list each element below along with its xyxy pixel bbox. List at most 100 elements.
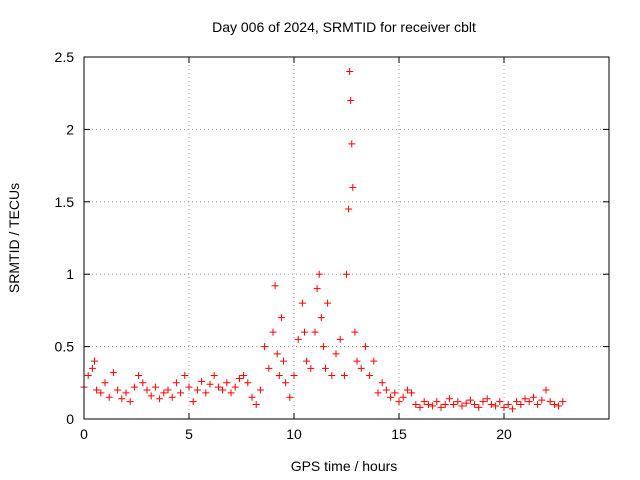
y-tick-label: 2: [66, 121, 74, 137]
data-point: [445, 395, 453, 403]
data-point: [286, 393, 294, 401]
data-point: [550, 401, 558, 409]
data-point: [399, 393, 407, 401]
data-point: [315, 270, 323, 278]
data-point: [382, 386, 390, 394]
data-point: [181, 372, 189, 380]
data-point: [223, 379, 231, 387]
data-point: [529, 393, 537, 401]
data-point: [328, 372, 336, 380]
data-point: [177, 389, 185, 397]
data-point: [348, 140, 356, 148]
data-point: [391, 389, 399, 397]
data-point: [210, 372, 218, 380]
data-point: [475, 403, 483, 411]
data-point: [280, 357, 287, 365]
data-point: [487, 401, 495, 409]
data-point: [114, 386, 122, 394]
data-point: [340, 372, 348, 380]
data-point: [347, 96, 355, 104]
plot-frame: [83, 56, 610, 420]
y-tick-label: 0: [66, 411, 74, 427]
data-point: [135, 372, 143, 380]
data-point: [466, 396, 474, 404]
x-tick-label: 20: [496, 426, 512, 442]
data-point: [273, 350, 281, 358]
data-point: [387, 393, 395, 401]
data-point: [294, 335, 302, 343]
data-point: [492, 402, 500, 410]
data-point: [277, 314, 285, 322]
data-point: [351, 328, 359, 336]
data-point: [424, 401, 432, 409]
data-point: [349, 183, 357, 191]
data-point: [454, 398, 462, 406]
data-point: [271, 282, 279, 290]
data-point: [130, 383, 138, 391]
data-point: [322, 364, 329, 372]
data-point: [408, 389, 416, 397]
data-series-srmtid: [80, 67, 567, 413]
data-point: [118, 395, 126, 403]
data-point: [346, 67, 354, 75]
data-point: [269, 328, 277, 336]
data-point: [521, 395, 529, 403]
data-point: [248, 393, 256, 401]
data-point: [412, 401, 420, 409]
data-point: [185, 383, 193, 391]
y-axis-label: SRMTID / TECUs: [6, 183, 22, 293]
data-point: [231, 383, 239, 391]
data-point: [525, 398, 533, 406]
data-point: [206, 380, 214, 388]
data-point: [122, 389, 130, 397]
data-point: [198, 377, 206, 385]
data-point: [378, 379, 386, 387]
data-point: [244, 379, 252, 387]
data-point: [164, 386, 172, 394]
data-point: [84, 372, 92, 380]
data-point: [275, 372, 283, 380]
data-point: [298, 299, 306, 307]
data-point: [101, 379, 109, 387]
data-point: [240, 372, 248, 380]
data-point: [93, 386, 101, 394]
data-point: [542, 386, 550, 394]
data-point: [353, 357, 361, 365]
data-point: [366, 372, 374, 380]
x-tick-label: 15: [391, 426, 407, 442]
data-point: [151, 383, 159, 391]
data-point: [403, 386, 411, 394]
data-point: [546, 398, 554, 406]
data-point: [324, 299, 332, 307]
data-point: [471, 401, 479, 409]
data-point: [517, 401, 525, 409]
data-point: [261, 343, 269, 351]
data-point: [450, 401, 458, 409]
data-point: [496, 398, 504, 406]
data-point: [437, 403, 445, 411]
data-point: [252, 401, 260, 409]
x-tick-label: 0: [80, 426, 88, 442]
data-point: [420, 398, 428, 406]
data-point: [462, 399, 470, 407]
data-point: [265, 364, 273, 372]
chart-title: Day 006 of 2024, SRMTID for receiver cbl…: [212, 19, 476, 35]
data-point: [508, 405, 516, 413]
data-point: [282, 379, 290, 387]
data-point: [319, 343, 327, 351]
data-point: [559, 398, 567, 406]
data-point: [307, 364, 315, 372]
data-point: [202, 389, 210, 397]
data-point: [313, 285, 321, 293]
y-tick-label: 0.5: [55, 339, 75, 355]
data-point: [500, 403, 508, 411]
data-point: [88, 364, 96, 372]
data-point: [109, 369, 117, 377]
grid: [84, 57, 609, 419]
data-point: [311, 328, 319, 336]
data-point: [513, 398, 521, 406]
x-tick-label: 5: [185, 426, 193, 442]
data-point: [290, 372, 298, 380]
data-point: [219, 386, 227, 394]
